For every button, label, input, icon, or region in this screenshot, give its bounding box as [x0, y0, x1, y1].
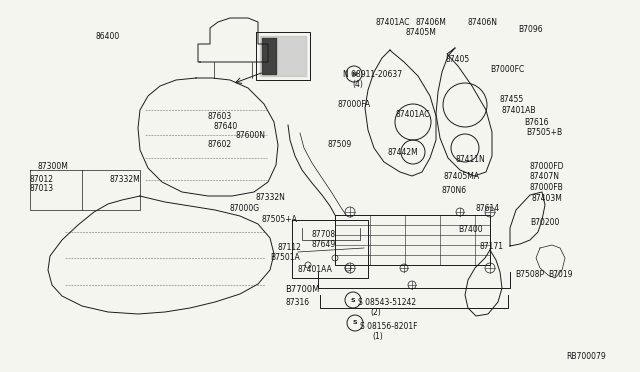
- Text: 87401AC: 87401AC: [395, 110, 429, 119]
- Text: B7616: B7616: [524, 118, 548, 127]
- Text: 87600N: 87600N: [235, 131, 265, 140]
- Text: B7505+B: B7505+B: [526, 128, 562, 137]
- Text: B7501A: B7501A: [270, 253, 300, 262]
- Text: 87332M: 87332M: [110, 175, 141, 184]
- Text: 870N6: 870N6: [442, 186, 467, 195]
- Text: 86400: 86400: [95, 32, 119, 41]
- Text: B7000FC: B7000FC: [490, 65, 524, 74]
- Text: 87401AB: 87401AB: [502, 106, 536, 115]
- Text: 87401AC: 87401AC: [375, 18, 410, 27]
- Text: 87505+A: 87505+A: [262, 215, 298, 224]
- Text: 87405M: 87405M: [405, 28, 436, 37]
- Text: RB700079: RB700079: [566, 352, 605, 361]
- Text: 87000FA: 87000FA: [337, 100, 370, 109]
- Text: 87401AA: 87401AA: [298, 265, 333, 274]
- Text: 87509: 87509: [328, 140, 352, 149]
- Text: 87614: 87614: [475, 204, 499, 213]
- Text: S 08156-8201F: S 08156-8201F: [360, 322, 417, 331]
- Text: 87406M: 87406M: [415, 18, 446, 27]
- Text: 87000G: 87000G: [230, 204, 260, 213]
- Text: 87708: 87708: [312, 230, 336, 239]
- Text: 87411N: 87411N: [456, 155, 486, 164]
- Text: S: S: [353, 321, 357, 326]
- Text: B7019: B7019: [548, 270, 573, 279]
- Text: 87442M: 87442M: [388, 148, 419, 157]
- Text: B7508P: B7508P: [515, 270, 544, 279]
- Text: (2): (2): [370, 308, 381, 317]
- Text: 87603: 87603: [208, 112, 232, 121]
- Text: N: N: [351, 71, 356, 77]
- Text: 87403M: 87403M: [532, 194, 563, 203]
- Text: 87640: 87640: [213, 122, 237, 131]
- Text: S: S: [351, 298, 355, 302]
- Text: B70200: B70200: [530, 218, 559, 227]
- Text: 87300M: 87300M: [38, 162, 69, 171]
- Text: B7400: B7400: [458, 225, 483, 234]
- Text: N 08911-20637: N 08911-20637: [343, 70, 402, 79]
- Text: (4): (4): [352, 80, 363, 89]
- Text: S 08543-51242: S 08543-51242: [358, 298, 416, 307]
- Text: 87332N: 87332N: [255, 193, 285, 202]
- Text: 87013: 87013: [30, 184, 54, 193]
- Text: 87171: 87171: [480, 242, 504, 251]
- Text: 87405: 87405: [445, 55, 469, 64]
- Text: 87405MA: 87405MA: [444, 172, 480, 181]
- Text: 87012: 87012: [30, 175, 54, 184]
- Text: (1): (1): [372, 332, 383, 341]
- Text: 87649: 87649: [312, 240, 336, 249]
- Text: 87000FD: 87000FD: [530, 162, 564, 171]
- Text: 87316: 87316: [285, 298, 309, 307]
- Text: B7700M: B7700M: [285, 285, 319, 294]
- Text: 87407N: 87407N: [530, 172, 560, 181]
- Text: 87602: 87602: [207, 140, 231, 149]
- Text: 87406N: 87406N: [468, 18, 498, 27]
- Text: 87112: 87112: [278, 243, 302, 252]
- Text: 87000FB: 87000FB: [530, 183, 564, 192]
- Text: 87455: 87455: [500, 95, 524, 104]
- Text: B7096: B7096: [518, 25, 543, 34]
